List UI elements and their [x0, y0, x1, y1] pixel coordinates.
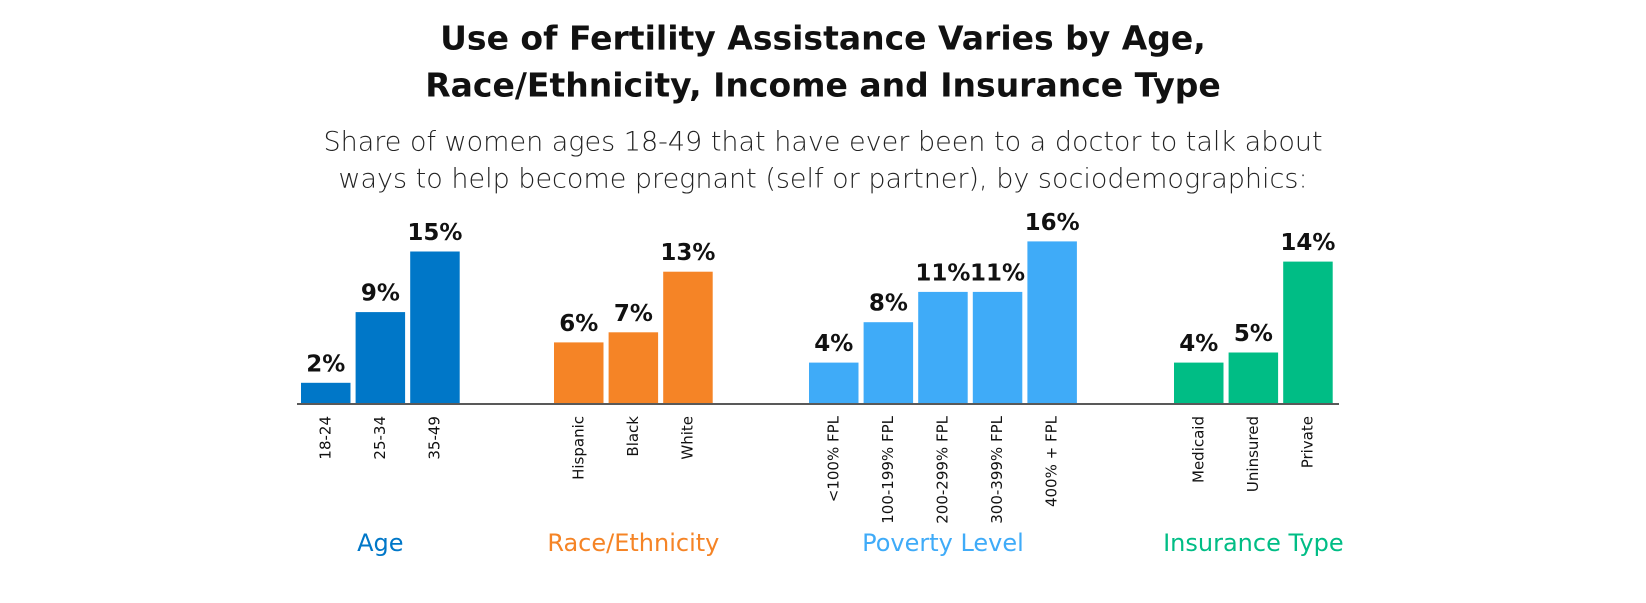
bar: [918, 291, 968, 403]
category-label: Medicaid: [1189, 416, 1207, 483]
bar: [972, 291, 1023, 403]
chart-title: Race/Ethnicity, Income and Insurance Typ…: [425, 66, 1221, 105]
category-label: 35-49: [425, 416, 443, 460]
bar: [301, 382, 351, 403]
category-label: Hispanic: [569, 416, 587, 480]
bar: [809, 362, 859, 403]
chart-subtitle: ways to help become pregnant (self or pa…: [338, 164, 1307, 195]
value-label: 11%: [915, 260, 970, 286]
category-label: Black: [624, 416, 642, 457]
category-label: 300-399% FPL: [988, 415, 1006, 523]
value-label: 11%: [970, 260, 1025, 286]
group-label: Poverty Level: [862, 529, 1024, 557]
value-label: 6%: [559, 311, 598, 337]
category-label: 400% + FPL: [1043, 415, 1061, 507]
bar: [410, 251, 460, 403]
category-label: 18-24: [316, 416, 334, 460]
category-label: 100-199% FPL: [879, 415, 897, 523]
category-label: Private: [1298, 416, 1316, 468]
bar: [1228, 352, 1279, 403]
value-label: 9%: [361, 281, 400, 307]
value-label: 4%: [814, 331, 853, 357]
value-label: 7%: [614, 301, 653, 327]
value-label: 8%: [869, 291, 908, 317]
value-label: 16%: [1025, 210, 1080, 236]
bar: [355, 312, 406, 403]
chart-title: Use of Fertility Assistance Varies by Ag…: [440, 19, 1206, 58]
bar: [554, 342, 604, 403]
category-label: Uninsured: [1244, 416, 1262, 492]
category-label: <100% FPL: [824, 415, 842, 502]
value-label: 2%: [306, 351, 345, 377]
bar: [1283, 261, 1333, 403]
value-label: 14%: [1280, 230, 1335, 256]
bar: [863, 322, 914, 403]
value-label: 4%: [1179, 331, 1218, 357]
bar: [1027, 241, 1077, 403]
bar: [1174, 362, 1224, 403]
category-label: 200-299% FPL: [933, 415, 951, 523]
chart-subtitle: Share of women ages 18-49 that have ever…: [323, 127, 1322, 158]
bar: [608, 332, 659, 403]
group-label: Age: [357, 529, 403, 557]
group-label: Race/Ethnicity: [547, 529, 719, 557]
group-label: Insurance Type: [1163, 529, 1344, 557]
value-label: 13%: [660, 240, 715, 266]
value-label: 5%: [1234, 321, 1273, 347]
value-label: 15%: [407, 220, 462, 246]
category-label: 25-34: [371, 416, 389, 460]
category-label: White: [678, 416, 696, 460]
bar: [663, 271, 713, 403]
